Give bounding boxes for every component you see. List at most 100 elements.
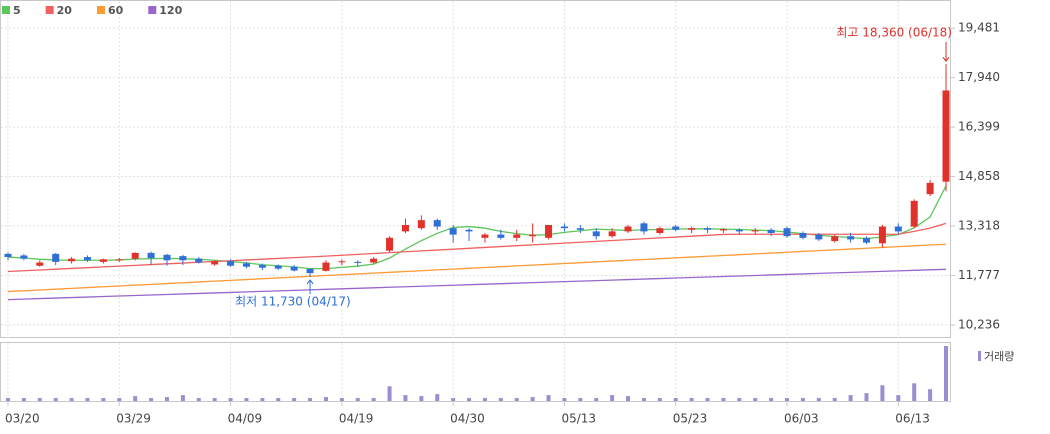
x-tick-label: 03/20 <box>5 412 40 426</box>
candle-body <box>258 265 266 268</box>
annotation-arrowhead <box>306 279 314 285</box>
candle-body <box>783 228 791 237</box>
volume-bar <box>832 398 837 401</box>
volume-bar <box>69 398 74 401</box>
volume-bar <box>530 397 535 401</box>
ma-line <box>7 268 947 301</box>
volume-bar <box>133 396 138 401</box>
candle-body <box>163 254 171 261</box>
y-tick-label: 14,858 <box>958 169 1000 183</box>
candle-body <box>211 261 219 265</box>
x-tick-label: 06/13 <box>895 412 930 426</box>
candle-body <box>926 182 934 195</box>
volume-legend-label: 거래량 <box>984 350 1014 363</box>
candle-body <box>68 258 76 262</box>
volume-bar <box>514 398 519 401</box>
volume-bar <box>196 398 201 401</box>
volume-bar <box>371 398 376 401</box>
candle-body <box>115 259 123 261</box>
candle-body <box>831 236 839 242</box>
legend-label: 120 <box>159 4 182 17</box>
candle-body <box>131 252 139 259</box>
volume-bar <box>848 395 853 401</box>
candle-body <box>799 232 807 238</box>
volume-bar <box>737 398 742 401</box>
volume-bar <box>308 398 313 401</box>
price-panel <box>0 0 951 338</box>
legend-label: 60 <box>108 4 124 17</box>
volume-bar <box>753 398 758 401</box>
volume-bar <box>149 398 154 401</box>
volume-bar <box>85 398 90 401</box>
volume-panel <box>0 342 951 402</box>
x-tick-label: 06/03 <box>784 412 819 426</box>
candle-body <box>767 229 775 233</box>
y-tick-label: 19,481 <box>958 21 1000 35</box>
volume-bar <box>435 394 440 401</box>
legend-label: 5 <box>13 4 21 17</box>
volume-bar <box>896 395 901 401</box>
candle-body <box>465 229 473 232</box>
annotation: 최고 18,360 (06/18) <box>836 26 952 40</box>
volume-bar <box>705 398 710 401</box>
candle-body <box>529 234 537 237</box>
candle-body <box>36 262 44 266</box>
candle-body <box>83 257 91 261</box>
volume-bar <box>228 398 233 401</box>
x-tick-label: 04/19 <box>339 412 374 426</box>
legend-swatch <box>148 6 157 14</box>
candle-body <box>417 220 425 229</box>
volume-bar <box>880 385 885 401</box>
volume-bar <box>498 398 503 401</box>
volume-bar <box>769 398 774 401</box>
candle-body <box>624 226 632 232</box>
y-tick-label: 10,236 <box>958 317 1000 331</box>
candle-body <box>672 226 680 230</box>
candle-body <box>863 237 871 243</box>
volume-bar <box>689 398 694 401</box>
volume-bar <box>594 398 599 401</box>
x-tick-label: 05/23 <box>673 412 708 426</box>
candle-body <box>704 228 712 230</box>
legend-label: 20 <box>57 4 73 17</box>
volume-bar <box>578 398 583 401</box>
ma-line <box>7 243 947 293</box>
candle-body <box>99 259 107 262</box>
candle-body <box>401 224 409 232</box>
volume-bar <box>180 395 185 401</box>
volume-bar <box>37 398 42 401</box>
legend-swatch <box>2 6 10 14</box>
candle-body <box>735 229 743 232</box>
candle-body <box>640 223 648 232</box>
candle-body <box>242 263 250 267</box>
volume-bar <box>912 383 917 401</box>
candle-body <box>306 268 314 274</box>
volume-bar <box>244 398 249 401</box>
candle-body <box>20 255 28 259</box>
volume-bar <box>482 398 487 401</box>
volume-bar <box>626 396 631 401</box>
candle-body <box>592 231 600 237</box>
candle-body <box>815 234 823 240</box>
candle-body <box>386 237 394 251</box>
candle-body <box>513 234 521 238</box>
volume-bar <box>260 398 265 401</box>
y-tick-label: 11,777 <box>958 268 1000 282</box>
candle-body <box>433 220 441 227</box>
x-tick-label: 04/30 <box>450 412 485 426</box>
y-tick-label: 16,399 <box>958 120 1000 134</box>
annotation-arrowhead <box>942 56 950 62</box>
volume-bar <box>785 398 790 401</box>
volume-bar <box>21 398 26 401</box>
volume-bar <box>610 395 615 401</box>
volume-bar <box>864 393 869 401</box>
volume-bar <box>451 398 456 401</box>
candle-body <box>847 236 855 240</box>
volume-bar <box>467 398 472 401</box>
y-tick-label: 13,318 <box>958 218 1000 232</box>
candle-body <box>481 234 489 238</box>
volume-bar <box>117 398 122 401</box>
candle-body <box>354 261 362 263</box>
candle-body <box>449 228 457 235</box>
